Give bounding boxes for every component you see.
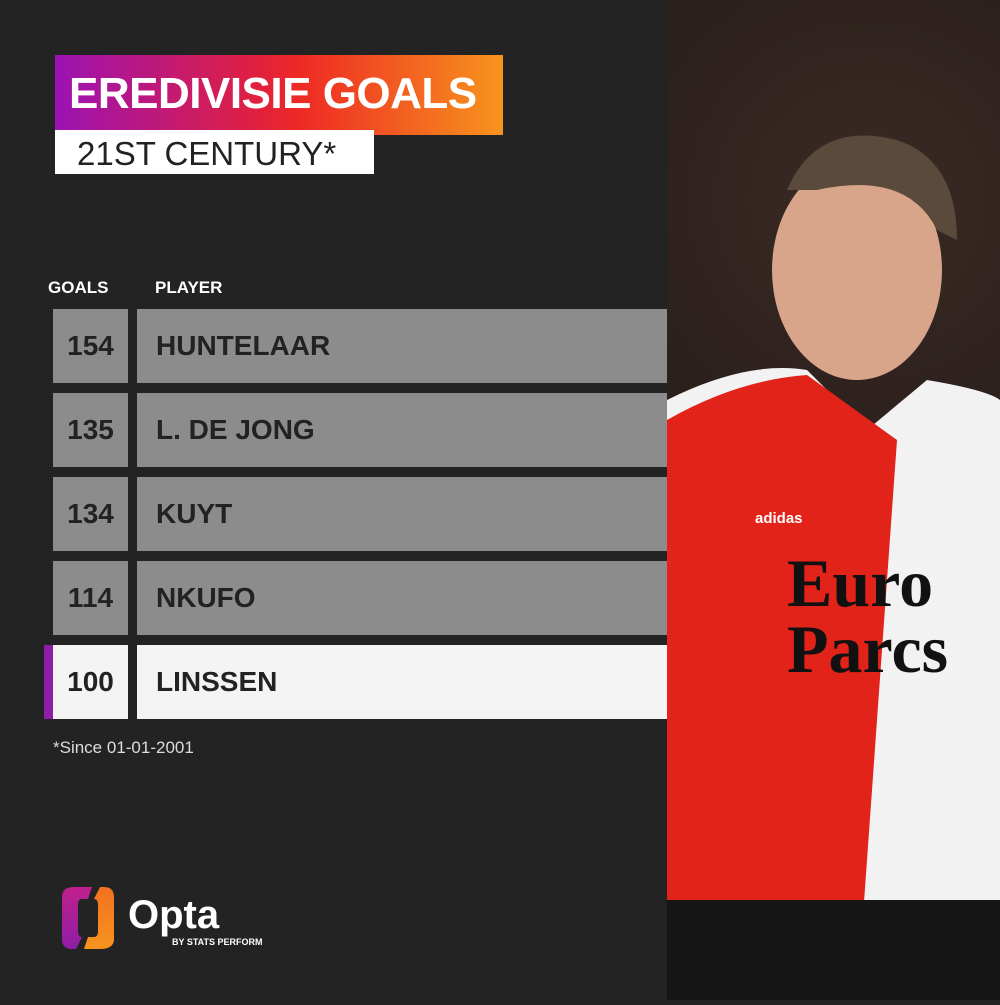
subtitle: 21ST CENTURY* — [77, 135, 337, 172]
goals-cell: 100 — [53, 645, 128, 719]
player-photo-illustration — [667, 135, 1000, 1000]
goals-cell: 135 — [53, 393, 128, 467]
sponsor-line-1: Euro — [787, 545, 934, 621]
header-player: PLAYER — [155, 278, 223, 297]
player-cell: HUNTELAAR — [137, 309, 667, 383]
goals-cell: 154 — [53, 309, 128, 383]
table-row: 135 L. DE JONG — [53, 393, 667, 467]
player-cell: LINSSEN — [137, 645, 667, 719]
shirt-brand: adidas — [755, 510, 803, 527]
shirt-sponsor: Euro Parcs — [787, 545, 949, 687]
player-cell: NKUFO — [137, 561, 667, 635]
logo-tagline: BY STATS PERFORM — [172, 937, 263, 947]
table-row: 154 HUNTELAAR — [53, 309, 667, 383]
goals-cell: 114 — [53, 561, 128, 635]
highlight-bar — [44, 645, 53, 719]
header-goals: GOALS — [48, 278, 109, 297]
logo-text: Opta — [128, 893, 220, 937]
table-row-highlighted: 100 LINSSEN — [44, 645, 667, 719]
title-banner: EREDIVISIE GOALS — [55, 55, 503, 135]
sponsor-line-2: Parcs — [787, 611, 949, 687]
subtitle-banner: 21ST CENTURY* — [55, 130, 374, 174]
opta-logo-icon — [62, 887, 114, 949]
opta-logo — [60, 885, 280, 960]
player-cell: KUYT — [137, 477, 667, 551]
player-photo: Euro Parcs adidas — [667, 0, 1000, 1000]
footnote: *Since 01-01-2001 — [53, 738, 194, 757]
table-row: 134 KUYT — [53, 477, 667, 551]
table-row: 114 NKUFO — [53, 561, 667, 635]
goals-cell: 134 — [53, 477, 128, 551]
title: EREDIVISIE GOALS — [69, 69, 477, 118]
player-cell: L. DE JONG — [137, 393, 667, 467]
